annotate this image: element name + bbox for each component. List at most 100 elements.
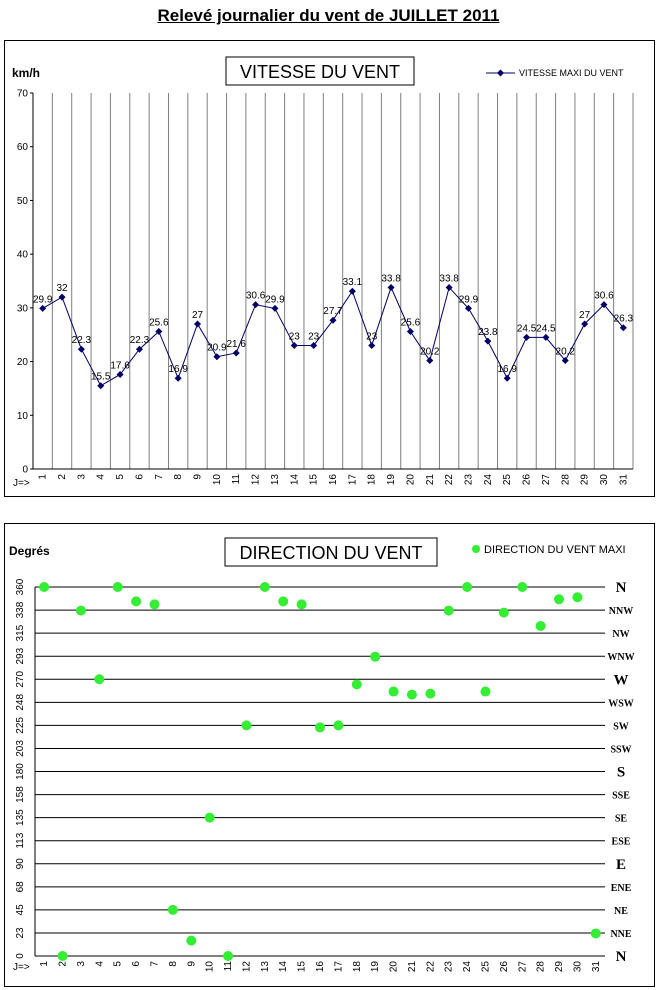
compass-direction-label: WNW bbox=[607, 652, 634, 663]
x-tick-label: 1 bbox=[39, 961, 50, 967]
y-tick-label: 60 bbox=[17, 142, 29, 153]
x-tick-label: 5 bbox=[113, 961, 124, 967]
direction-data-point bbox=[480, 686, 491, 697]
direction-data-point bbox=[517, 582, 528, 592]
speed-data-point bbox=[290, 341, 298, 349]
compass-direction-label: NW bbox=[612, 629, 629, 640]
x-tick-label: 11 bbox=[231, 474, 242, 485]
speed-data-point bbox=[155, 327, 163, 335]
y-tick-label: 158 bbox=[15, 786, 26, 803]
speed-data-point bbox=[561, 356, 569, 364]
speed-data-point bbox=[368, 341, 376, 349]
compass-direction-label: W bbox=[614, 672, 629, 688]
x-tick-label: 31 bbox=[618, 474, 629, 486]
y-axis-unit-label: km/h bbox=[12, 66, 40, 80]
x-tick-label: 8 bbox=[173, 474, 184, 480]
y-tick-label: 270 bbox=[15, 670, 26, 687]
x-tick-label: 4 bbox=[94, 961, 105, 967]
speed-data-point bbox=[387, 283, 395, 291]
direction-data-point bbox=[370, 651, 381, 662]
page-title: Relevé journalier du vent de JUILLET 201… bbox=[157, 6, 500, 25]
speed-data-point bbox=[406, 327, 414, 335]
speed-data-label: 23 bbox=[289, 331, 301, 342]
x-tick-label: 31 bbox=[591, 961, 602, 973]
direction-data-point bbox=[149, 599, 160, 610]
direction-data-point bbox=[131, 596, 142, 607]
speed-data-label: 22.3 bbox=[130, 335, 150, 346]
y-tick-label: 0 bbox=[22, 465, 28, 476]
x-tick-label: 10 bbox=[205, 961, 216, 973]
x-tick-label: 17 bbox=[347, 474, 358, 486]
x-tick-label: 20 bbox=[405, 474, 416, 486]
speed-data-label: 20.2 bbox=[420, 346, 440, 357]
compass-direction-label: SE bbox=[615, 814, 628, 825]
y-tick-label: 113 bbox=[15, 832, 26, 848]
x-tick-label: 17 bbox=[333, 961, 344, 973]
x-tick-label: 24 bbox=[483, 474, 494, 486]
x-tick-label: 11 bbox=[223, 961, 234, 972]
direction-data-point bbox=[112, 582, 123, 592]
x-tick-label: 29 bbox=[554, 961, 565, 973]
x-tick-label: 18 bbox=[367, 474, 378, 486]
speed-data-label: 26.3 bbox=[614, 314, 634, 325]
speed-data-label: 24.5 bbox=[517, 323, 537, 334]
x-tick-label: 2 bbox=[57, 474, 68, 480]
compass-direction-label: E bbox=[616, 857, 626, 873]
y-tick-label: 338 bbox=[15, 601, 26, 618]
direction-data-point bbox=[75, 605, 86, 616]
y-tick-label: 40 bbox=[17, 250, 29, 261]
x-tick-label: 5 bbox=[115, 474, 126, 480]
direction-data-point bbox=[186, 935, 197, 946]
direction-data-point bbox=[351, 679, 362, 690]
direction-data-point bbox=[572, 592, 583, 603]
speed-data-label: 25.6 bbox=[401, 317, 421, 328]
speed-data-point bbox=[503, 374, 511, 382]
y-axis-unit-label: Degrés bbox=[9, 544, 50, 558]
y-tick-label: 50 bbox=[17, 196, 29, 207]
speed-data-point bbox=[464, 304, 472, 312]
y-tick-label: 30 bbox=[17, 303, 29, 314]
x-tick-label: 4 bbox=[96, 474, 107, 480]
x-tick-label: 22 bbox=[425, 961, 436, 973]
y-tick-label: 315 bbox=[15, 624, 26, 641]
direction-data-point bbox=[94, 674, 105, 685]
y-tick-label: 68 bbox=[15, 881, 26, 893]
x-tick-label: 12 bbox=[251, 474, 262, 486]
x-tick-label: 3 bbox=[76, 474, 87, 480]
speed-data-point bbox=[58, 293, 66, 301]
speed-data-label: 29.9 bbox=[459, 294, 479, 305]
y-tick-label: 20 bbox=[17, 357, 29, 368]
x-tick-label: 14 bbox=[278, 961, 289, 973]
direction-data-point bbox=[204, 812, 215, 823]
speed-data-point bbox=[77, 345, 85, 353]
speed-data-point bbox=[329, 316, 337, 324]
wind-direction-chart-canvas: 0234568901131351581802032252482702933153… bbox=[9, 537, 635, 973]
x-tick-label: 14 bbox=[289, 474, 300, 486]
x-tick-label: 24 bbox=[462, 961, 473, 973]
direction-data-point bbox=[443, 605, 454, 616]
speed-data-label: 16.9 bbox=[168, 364, 188, 375]
speed-data-label: 23.8 bbox=[478, 327, 498, 338]
direction-data-point bbox=[241, 720, 252, 731]
direction-data-point bbox=[406, 689, 417, 700]
speed-data-label: 30.6 bbox=[246, 291, 266, 302]
x-tick-label: 1 bbox=[38, 474, 49, 480]
x-tick-label: 15 bbox=[297, 961, 308, 973]
x-tick-label: 20 bbox=[389, 961, 400, 973]
speed-data-label: 29.9 bbox=[33, 294, 53, 305]
x-tick-label: 27 bbox=[541, 474, 552, 486]
speed-data-point bbox=[600, 301, 608, 309]
x-tick-label: 26 bbox=[522, 474, 533, 486]
direction-data-point bbox=[462, 582, 473, 592]
speed-data-label: 32 bbox=[56, 283, 68, 294]
x-tick-label: 2 bbox=[58, 961, 69, 967]
direction-data-point bbox=[535, 620, 546, 631]
speed-data-label: 23 bbox=[366, 331, 378, 342]
x-tick-label: 19 bbox=[370, 961, 381, 973]
speed-data-label: 33.1 bbox=[343, 277, 363, 288]
direction-data-point bbox=[223, 951, 234, 961]
y-tick-label: 203 bbox=[15, 740, 26, 757]
direction-data-point bbox=[39, 582, 50, 592]
compass-direction-label: NNE bbox=[610, 929, 631, 940]
